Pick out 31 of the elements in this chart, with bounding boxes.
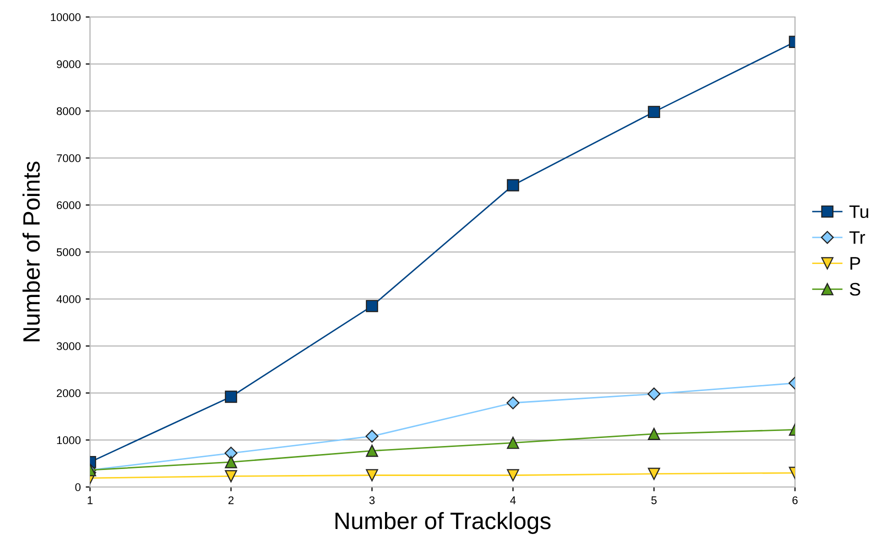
legend-label: P [850,257,860,270]
x-tick-label: 3 [369,496,375,504]
point [366,300,378,312]
point [506,396,520,410]
point [506,469,520,482]
y-tick-label: 4000 [56,295,81,304]
legend-label: Tr [849,231,866,244]
y-tick-label: 10000 [50,13,81,22]
x-tick-label: 2 [228,496,234,504]
x-axis-title: Number of Tracklogs [336,512,551,534]
x-tick-label: 6 [792,496,798,504]
point [506,179,520,192]
x-tick-label: 5 [651,496,657,504]
x-tick-label: 4 [510,496,516,504]
y-axis-title: Number of Points [22,162,40,342]
x-tick-label: 1 [88,496,93,504]
y-tick-label: 0 [75,483,81,492]
y-tick-label: 7000 [56,154,81,162]
y-tick-label: 3000 [56,342,81,350]
legend-label: S [850,282,860,296]
y-tick-label: 8000 [56,107,81,116]
point [366,430,378,443]
legend-label: Tu [849,205,868,218]
y-tick-label: 2000 [56,389,81,398]
point [366,469,378,482]
point [366,444,378,457]
y-tick-label: 1000 [57,436,81,444]
y-tick-label: 6000 [56,201,81,210]
point [506,436,520,449]
y-tick-label: 9000 [56,60,81,68]
y-tick-label: 5000 [56,248,81,256]
